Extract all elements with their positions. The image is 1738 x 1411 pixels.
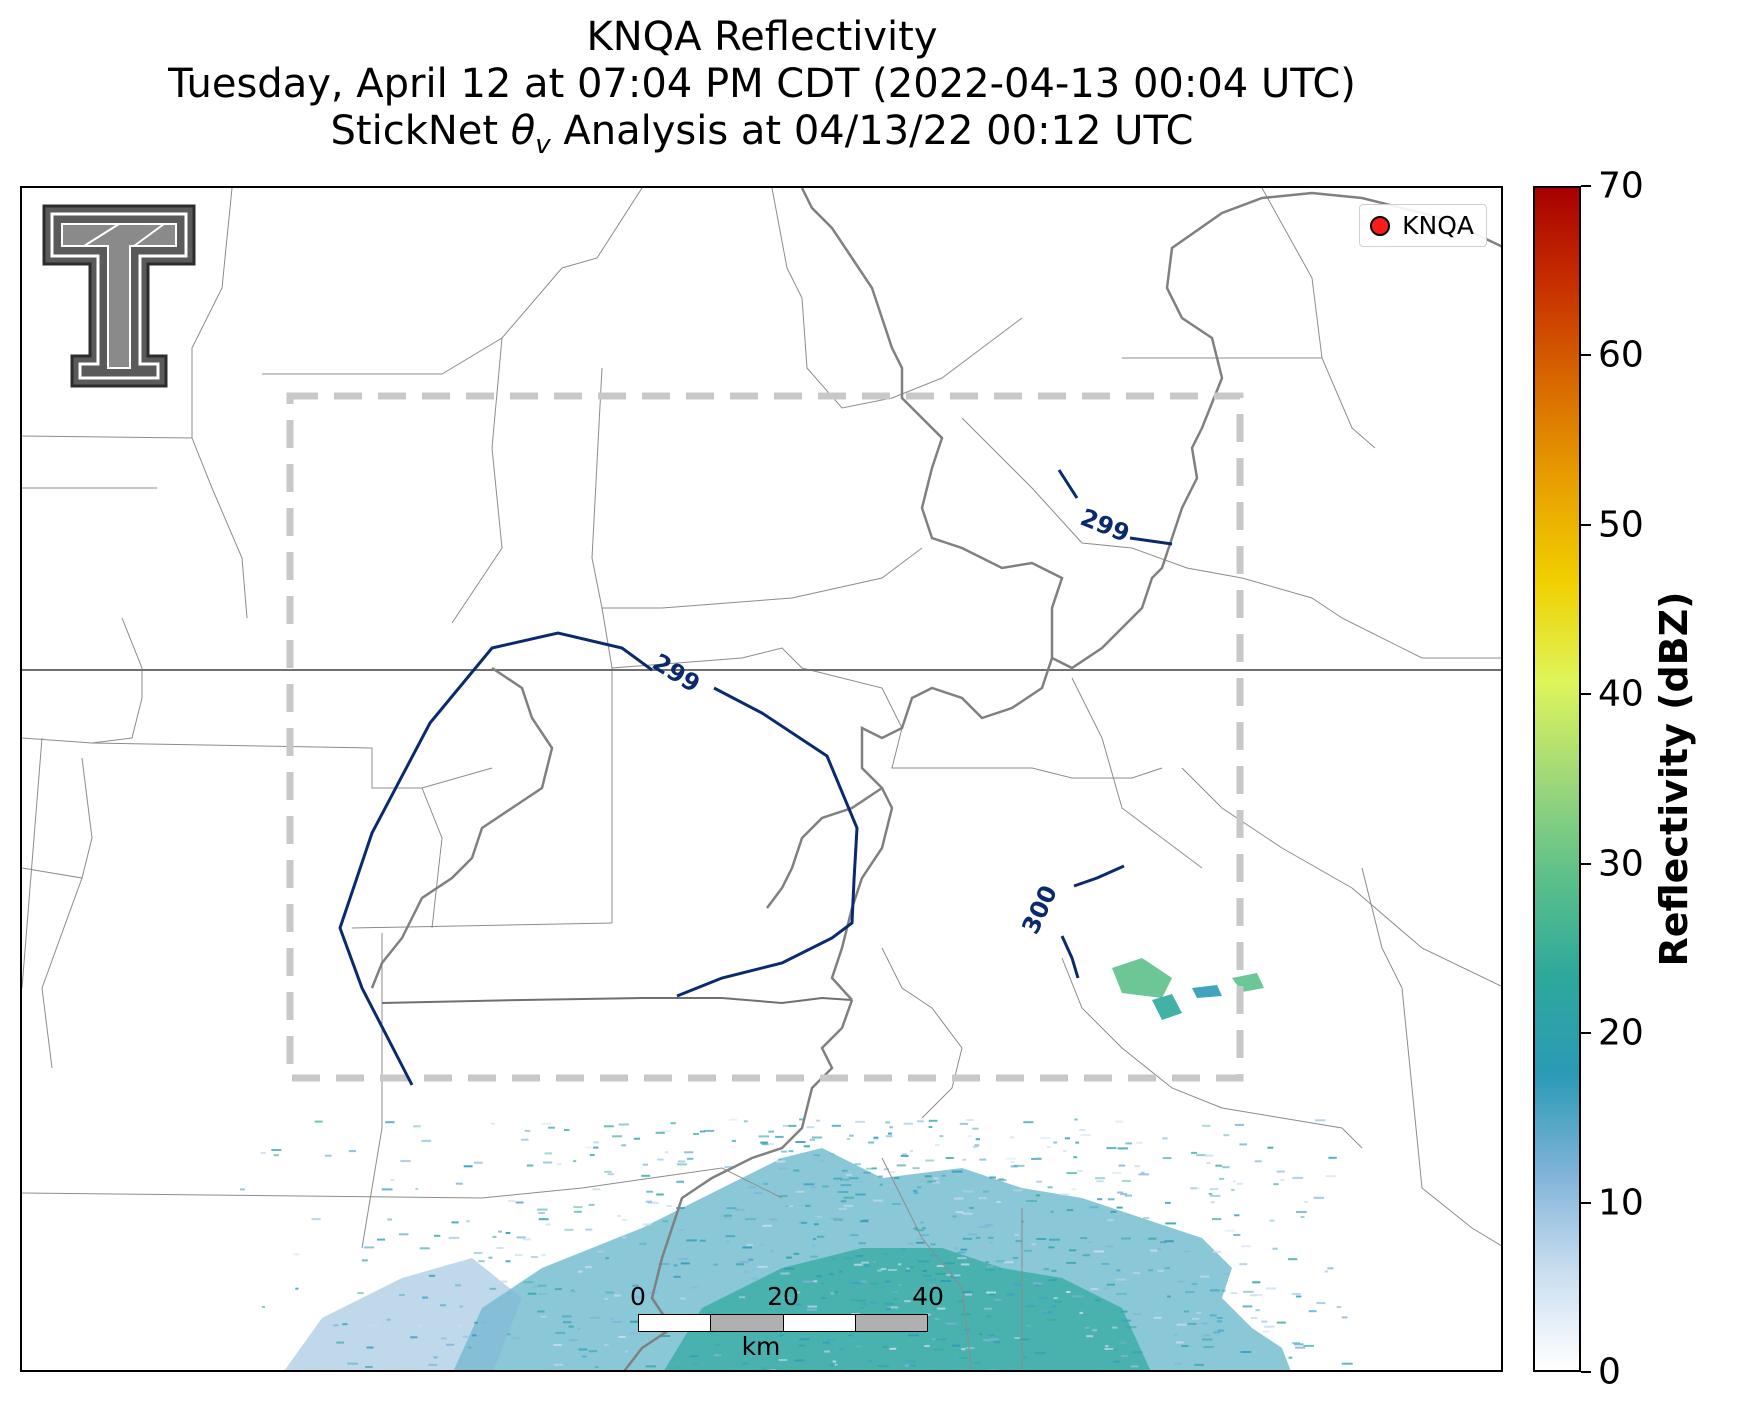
- contour-labels: 299 299 300: [648, 503, 1134, 938]
- contour-299-east: [1057, 469, 1173, 546]
- scale-tick-20: 20: [767, 1282, 799, 1311]
- contour-label-299-east: 299: [1077, 503, 1134, 548]
- colorbar-tick-label-30: 30: [1598, 843, 1644, 885]
- colorbar-tick-label-40: 40: [1598, 673, 1644, 715]
- station-legend: KNQA: [1359, 204, 1487, 247]
- contour-label-299-west: 299: [648, 648, 705, 698]
- contour-label-300: 300: [1016, 881, 1063, 938]
- colorbar-tick-mark-40: [1581, 693, 1591, 696]
- colorbar-tick-mark-10: [1581, 1201, 1591, 1204]
- map-canvas: 299 299 300: [22, 188, 1501, 1370]
- title-line-2: Tuesday, April 12 at 07:04 PM CDT (2022-…: [168, 61, 1356, 107]
- echo-region-core: [664, 1248, 1151, 1370]
- colorbar-tick-mark-60: [1581, 354, 1591, 357]
- colorbar-tick-mark-70: [1581, 185, 1591, 187]
- echo-cell-2: [1152, 994, 1182, 1020]
- state-boundaries: [22, 669, 1501, 1005]
- colorbar-tick-mark-30: [1581, 862, 1591, 865]
- contour-299-west: [338, 631, 859, 1086]
- echo-region-west: [284, 1258, 522, 1370]
- theta-v-contours: [338, 469, 1173, 1086]
- colorbar-title: Reflectivity (dBZ): [1652, 591, 1696, 967]
- scale-unit: km: [741, 1332, 781, 1361]
- colorbar-tick-mark-20: [1581, 1032, 1591, 1035]
- colorbar-tick-label-0: 0: [1598, 1351, 1621, 1393]
- colorbar-tick-label-60: 60: [1598, 334, 1644, 376]
- texas-tech-double-t-logo: [42, 204, 196, 388]
- echo-cell-4: [1192, 985, 1222, 998]
- title-line-3: StickNet θv Analysis at 04/13/22 00:12 U…: [330, 108, 1194, 160]
- colorbar-tick-label-10: 10: [1598, 1182, 1644, 1224]
- station-label: KNQA: [1402, 211, 1474, 240]
- contour-300: [1060, 864, 1125, 979]
- scale-tick-0: 0: [630, 1282, 646, 1311]
- scale-tick-40: 40: [912, 1282, 944, 1311]
- figure-title: KNQA Reflectivity Tuesday, April 12 at 0…: [0, 14, 1524, 169]
- scale-bar: 0 20 40 km: [616, 1282, 944, 1362]
- colorbar-tick-label-70: 70: [1598, 165, 1644, 207]
- echo-cell-1: [1112, 958, 1172, 998]
- title-line-1: KNQA Reflectivity: [586, 14, 938, 60]
- scale-bar-segments: [638, 1314, 928, 1332]
- colorbar-tick-label-50: 50: [1598, 504, 1644, 546]
- colorbar-tick-mark-50: [1581, 523, 1591, 526]
- rivers: [370, 188, 1501, 1370]
- radar-map[interactable]: 299 299 300 KNQA 0 20 40 km: [20, 186, 1503, 1372]
- analysis-domain-box: [286, 392, 1244, 1082]
- county-boundaries: [22, 188, 1501, 1370]
- colorbar-tick-mark-0: [1581, 1371, 1591, 1373]
- reflectivity-colorbar: [1533, 186, 1581, 1372]
- colorbar-tick-label-20: 20: [1598, 1012, 1644, 1054]
- station-marker-icon: [1370, 215, 1391, 236]
